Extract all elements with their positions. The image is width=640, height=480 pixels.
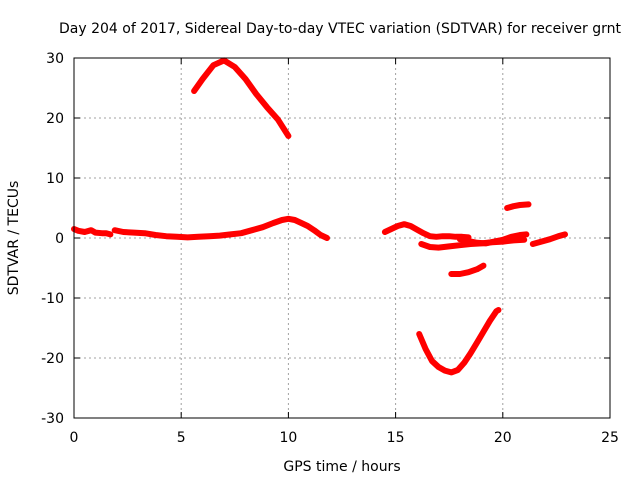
chart-title: Day 204 of 2017, Sidereal Day-to-day VTE… [59, 21, 621, 37]
y-tick-label: 30 [46, 51, 64, 67]
y-tick-label: -30 [41, 411, 64, 427]
y-tick-label: 20 [46, 111, 64, 127]
series-arc-8 [529, 231, 568, 247]
series-arc-7 [504, 201, 532, 211]
x-tick-label: 15 [387, 430, 405, 446]
x-axis-label: GPS time / hours [283, 459, 400, 475]
x-tick-label: 5 [177, 430, 186, 446]
y-tick-label: 0 [55, 231, 64, 247]
x-tick-label: 20 [494, 430, 512, 446]
x-tick-label: 10 [279, 430, 297, 446]
series-arc-2 [111, 215, 330, 241]
x-tick-label: 25 [601, 430, 619, 446]
x-tick-label: 0 [70, 430, 79, 446]
series-arc-3 [191, 57, 292, 139]
tick-layer [73, 57, 611, 419]
plot-frame [73, 57, 611, 419]
series-arc-10 [416, 307, 502, 376]
y-axis-label: SDTVAR / TECUs [6, 181, 22, 296]
y-tick-label: -10 [41, 291, 64, 307]
y-tick-label: -20 [41, 351, 64, 367]
series-arc-1 [71, 226, 114, 238]
label-layer: 0 5 10 15 20 25 -30 -20 -10 0 10 20 30 [41, 51, 619, 446]
y-tick-label: 10 [46, 171, 64, 187]
series-arc-9 [448, 262, 487, 277]
series-arc-6 [456, 231, 530, 247]
series-arc-4 [381, 221, 472, 241]
series-layer [71, 57, 568, 376]
